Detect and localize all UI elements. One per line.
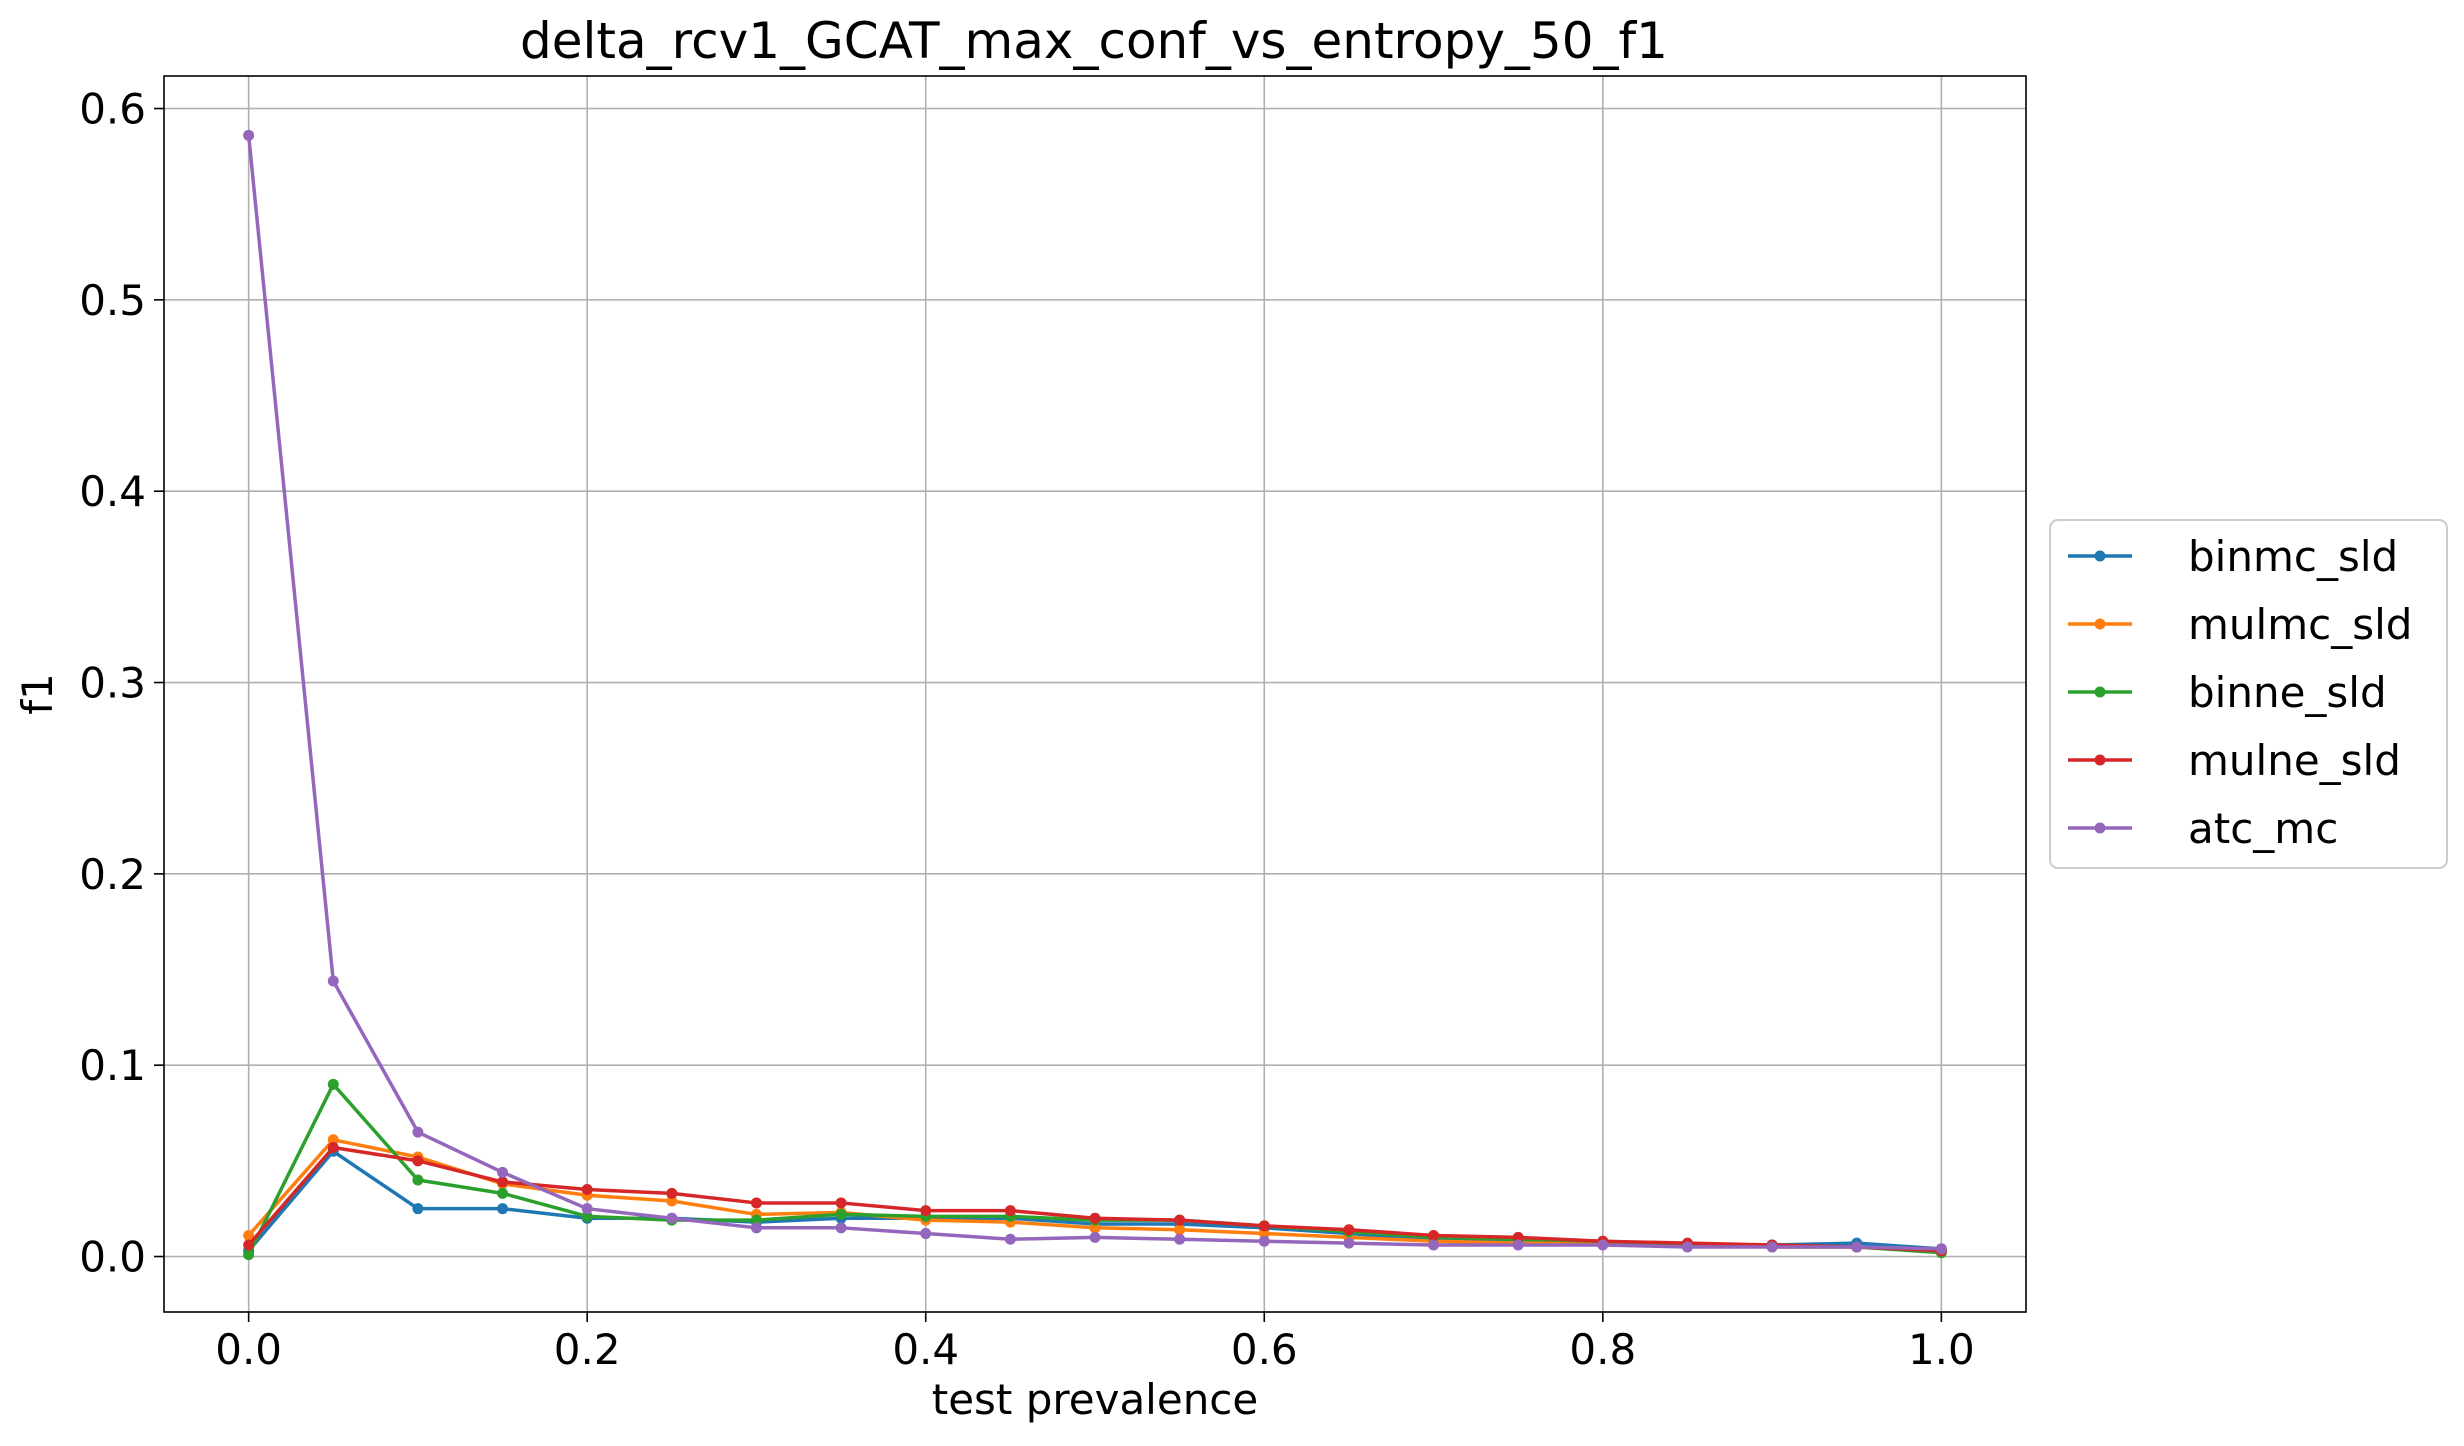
data-point-atc_mc (750, 1222, 762, 1234)
data-point-mulne_sld (666, 1187, 678, 1199)
data-point-binmc_sld (497, 1203, 509, 1215)
plot-frame (163, 75, 2027, 1313)
data-point-mulne_sld (412, 1155, 424, 1167)
y-tick-label: 0.6 (79, 85, 146, 134)
x-axis-label: test prevalence (932, 1375, 1259, 1424)
series-layer (243, 129, 1947, 1261)
legend-label-mulmc_sld: mulmc_sld (2188, 600, 2412, 649)
data-point-mulne_sld (1428, 1229, 1440, 1241)
legend-box (2049, 519, 2448, 869)
series-atc_mc (243, 129, 1947, 1255)
data-point-mulne_sld (1512, 1231, 1524, 1243)
data-point-binne_sld (581, 1210, 593, 1222)
data-point-mulne_sld (835, 1197, 847, 1209)
data-point-atc_mc (412, 1126, 424, 1138)
data-point-mulne_sld (497, 1176, 509, 1188)
legend-marker-mulne_sld (2094, 754, 2106, 766)
data-point-atc_mc (1851, 1241, 1863, 1253)
legend-label-mulne_sld: mulne_sld (2188, 736, 2401, 785)
chart-title: delta_rcv1_GCAT_max_conf_vs_entropy_50_f… (520, 12, 1668, 70)
data-point-mulne_sld (1004, 1205, 1016, 1217)
data-point-atc_mc (1343, 1237, 1355, 1249)
y-tick-label: 0.4 (79, 467, 146, 516)
data-point-binne_sld (750, 1214, 762, 1226)
legend-marker-mulmc_sld (2094, 618, 2106, 630)
data-point-mulne_sld (1343, 1224, 1355, 1236)
data-point-atc_mc (1174, 1233, 1186, 1245)
data-point-binne_sld (412, 1174, 424, 1186)
data-point-atc_mc (666, 1212, 678, 1224)
data-point-atc_mc (1512, 1239, 1524, 1251)
data-point-atc_mc (497, 1166, 509, 1178)
data-point-atc_mc (581, 1203, 593, 1215)
data-point-atc_mc (1428, 1239, 1440, 1251)
data-point-mulmc_sld (1174, 1224, 1186, 1236)
legend-label-binne_sld: binne_sld (2188, 668, 2387, 717)
x-tick-label: 0.0 (215, 1325, 282, 1374)
x-tick-label: 0.8 (1569, 1325, 1636, 1374)
data-point-mulne_sld (327, 1141, 339, 1153)
data-point-mulne_sld (920, 1205, 932, 1217)
data-point-mulmc_sld (243, 1229, 255, 1241)
grid (164, 76, 2026, 1312)
data-point-mulne_sld (581, 1184, 593, 1196)
data-point-atc_mc (327, 975, 339, 987)
data-point-atc_mc (243, 129, 255, 141)
data-point-atc_mc (920, 1228, 932, 1240)
data-point-mulmc_sld (1258, 1228, 1270, 1240)
legend-marker-atc_mc (2094, 822, 2106, 834)
ticks: 0.0 0.2 0.4 0.6 0.8 1.0 0.0 0.1 0.2 0.3 0.4 0.5 0.6 (79, 85, 1975, 1374)
data-point-mulne_sld (1174, 1214, 1186, 1226)
data-point-mulne_sld (243, 1239, 255, 1251)
legend-label-atc_mc: atc_mc (2188, 804, 2338, 853)
data-point-mulne_sld (1258, 1220, 1270, 1232)
x-tick-label: 0.6 (1231, 1325, 1298, 1374)
data-point-mulne_sld (1089, 1212, 1101, 1224)
legend-marker-binmc_sld (2094, 550, 2106, 562)
legend-marker-binne_sld (2094, 686, 2106, 698)
data-point-binne_sld (497, 1187, 509, 1199)
legend: binmc_sld mulmc_sld binne_sld mulne_sld atc_… (2049, 519, 2448, 869)
y-tick-label: 0.3 (79, 659, 146, 708)
data-point-binne_sld (835, 1208, 847, 1220)
data-point-mulne_sld (750, 1197, 762, 1209)
x-tick-label: 1.0 (1908, 1325, 1975, 1374)
legend-label-binmc_sld: binmc_sld (2188, 532, 2398, 581)
data-point-mulmc_sld (327, 1134, 339, 1146)
data-point-atc_mc (1935, 1243, 1947, 1255)
y-tick-label: 0.0 (79, 1233, 146, 1282)
data-point-mulmc_sld (666, 1195, 678, 1207)
data-point-mulmc_sld (1089, 1222, 1101, 1234)
data-point-binmc_sld (412, 1203, 424, 1215)
x-tick-label: 0.2 (554, 1325, 621, 1374)
data-point-atc_mc (1089, 1231, 1101, 1243)
y-axis-label: f1 (13, 673, 62, 715)
x-tick-label: 0.4 (892, 1325, 959, 1374)
data-point-atc_mc (1766, 1241, 1778, 1253)
data-point-atc_mc (1597, 1239, 1609, 1251)
data-point-atc_mc (1004, 1233, 1016, 1245)
data-point-atc_mc (1258, 1235, 1270, 1247)
data-point-atc_mc (1681, 1241, 1693, 1253)
data-point-atc_mc (835, 1222, 847, 1234)
y-tick-label: 0.1 (79, 1041, 146, 1090)
y-tick-label: 0.2 (79, 850, 146, 899)
data-point-binne_sld (243, 1249, 255, 1261)
series-line-atc_mc (246, 135, 1942, 1251)
data-point-binne_sld (327, 1078, 339, 1090)
y-tick-label: 0.5 (79, 276, 146, 325)
